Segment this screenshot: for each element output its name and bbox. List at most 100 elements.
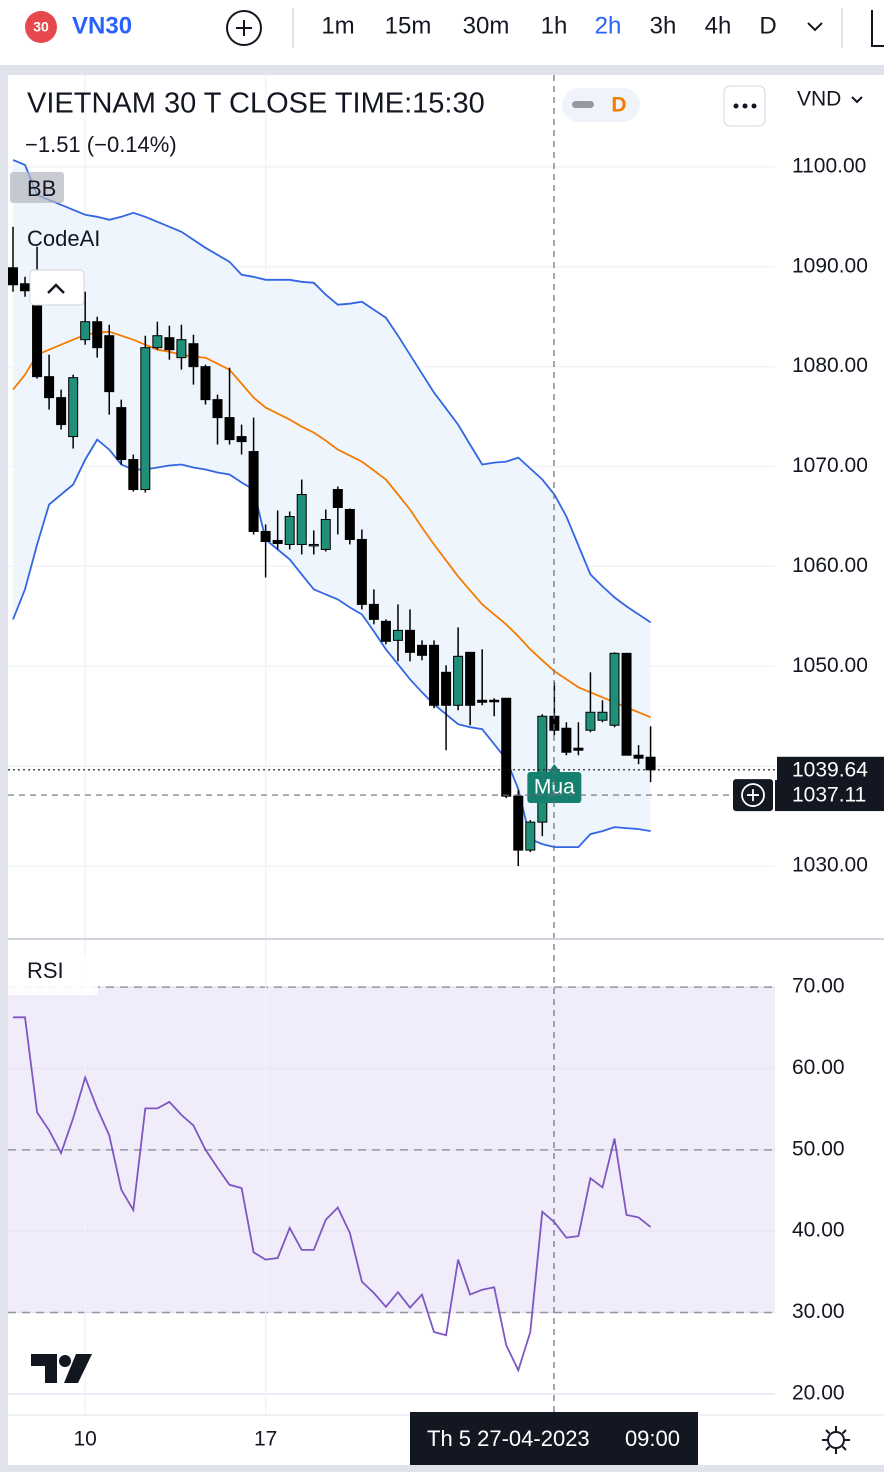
- candle-body: [368, 603, 379, 620]
- candle-body: [645, 756, 656, 771]
- candle-body: [212, 399, 223, 419]
- price-tick-label: 1030.00: [792, 854, 868, 877]
- toolbar: [0, 0, 884, 65]
- rsi-tick-label: 30.00: [792, 1300, 845, 1323]
- candle-body: [164, 337, 175, 351]
- interval[interactable]: D: [759, 12, 776, 39]
- candle-body: [320, 518, 331, 550]
- rsi-tick-label: 20.00: [792, 1381, 845, 1404]
- candle-body: [609, 652, 620, 726]
- signal-label: Mua: [534, 776, 575, 799]
- currency-chevron: [851, 96, 863, 104]
- candle-body: [380, 620, 391, 642]
- rsi-tick-label: 40.00: [792, 1219, 845, 1242]
- rsi-tick-label: 60.00: [792, 1056, 845, 1079]
- interval[interactable]: 4h: [705, 12, 732, 39]
- candle-body: [128, 459, 139, 491]
- candle-body: [92, 321, 103, 349]
- interval[interactable]: 1h: [541, 12, 568, 39]
- crosshair-add-icon: [741, 783, 765, 807]
- candle-body: [80, 321, 91, 341]
- rsi-title: RSI: [27, 958, 64, 983]
- candle-body: [20, 283, 31, 292]
- candle-body: [260, 530, 271, 542]
- candle-body: [188, 343, 199, 368]
- crosshair-price-box: [775, 780, 884, 812]
- candle-body: [56, 397, 67, 426]
- indicator-bb: BB: [27, 176, 56, 201]
- indicator-codeai: CodeAI: [27, 226, 100, 251]
- candle-body: [236, 436, 247, 443]
- candle-body: [573, 747, 584, 751]
- interval-chevron[interactable]: [807, 22, 823, 32]
- settings-gear[interactable]: [822, 1426, 850, 1454]
- gear-ring: [827, 1431, 845, 1449]
- candle-body: [585, 711, 596, 731]
- bb-upper: [12, 159, 652, 624]
- time-tick-label: 10: [74, 1428, 97, 1451]
- candle-body: [621, 652, 632, 756]
- candle-body: [453, 655, 464, 706]
- candle-body: [525, 821, 536, 851]
- candle-body: [140, 347, 151, 491]
- price-tick-label: 1090.00: [792, 254, 868, 277]
- collapse-icon: [47, 283, 65, 294]
- price-tick-label: 1060.00: [792, 554, 868, 577]
- toggle-pill[interactable]: [562, 88, 640, 122]
- candle-body: [597, 711, 608, 721]
- crosshair-date: Th 5 27-04-2023: [427, 1426, 590, 1451]
- candle-body: [429, 644, 440, 706]
- candle-body: [465, 651, 476, 706]
- layout-icon[interactable]: [871, 10, 884, 47]
- bb-basis: [12, 330, 651, 719]
- bb-fill: [13, 159, 651, 848]
- time-tick-label: 17: [254, 1428, 277, 1451]
- crosshair-price-label: 1037.11: [792, 784, 866, 807]
- candle-body: [392, 629, 403, 641]
- candle-body: [308, 543, 319, 547]
- price-tick-label: 1100.00: [792, 154, 866, 177]
- indicator-box[interactable]: [10, 172, 64, 203]
- candle-body: [477, 699, 488, 703]
- candle-body: [441, 671, 452, 706]
- candle-body: [152, 335, 163, 349]
- symbol-badge[interactable]: [25, 11, 57, 43]
- candle-body: [296, 494, 307, 545]
- candle-body: [224, 417, 235, 441]
- interval[interactable]: 2h: [595, 12, 622, 39]
- currency[interactable]: VND: [797, 88, 841, 111]
- rsi-line: [13, 1016, 652, 1373]
- candle-body: [561, 727, 572, 753]
- candle-body: [633, 754, 644, 759]
- candle-body: [489, 699, 500, 703]
- badge-text: 30: [33, 19, 49, 35]
- candle-body: [44, 376, 55, 399]
- plot: 1030.001040.001050.001060.001070.001080.…: [8, 75, 884, 1415]
- toggle-dash: [572, 101, 594, 108]
- interval[interactable]: 15m: [385, 12, 432, 39]
- gear-teeth: [822, 1426, 850, 1454]
- candle-body: [176, 339, 187, 359]
- interval[interactable]: 1m: [321, 12, 354, 39]
- last-price-box: [777, 756, 884, 783]
- candle-body: [200, 366, 211, 401]
- tradingview-logo: [31, 1354, 92, 1383]
- crosshair-add-plus: [747, 789, 759, 802]
- interval[interactable]: 3h: [650, 12, 677, 39]
- candle-body: [501, 697, 512, 797]
- add-button[interactable]: [226, 10, 262, 46]
- candle-body: [537, 715, 548, 823]
- rsi-tick-label: 50.00: [792, 1137, 845, 1160]
- candle-body: [104, 335, 115, 393]
- symbol[interactable]: VN30: [72, 12, 132, 39]
- candle-body: [272, 539, 283, 544]
- price-change: −1.51 (−0.14%): [25, 132, 177, 157]
- interval[interactable]: 30m: [463, 12, 510, 39]
- toggle-label: D: [611, 94, 626, 117]
- candle-body: [344, 508, 355, 540]
- candle-body: [404, 629, 415, 653]
- add-icon-plus: [236, 20, 252, 36]
- last-price-label: 1039.64: [792, 758, 868, 781]
